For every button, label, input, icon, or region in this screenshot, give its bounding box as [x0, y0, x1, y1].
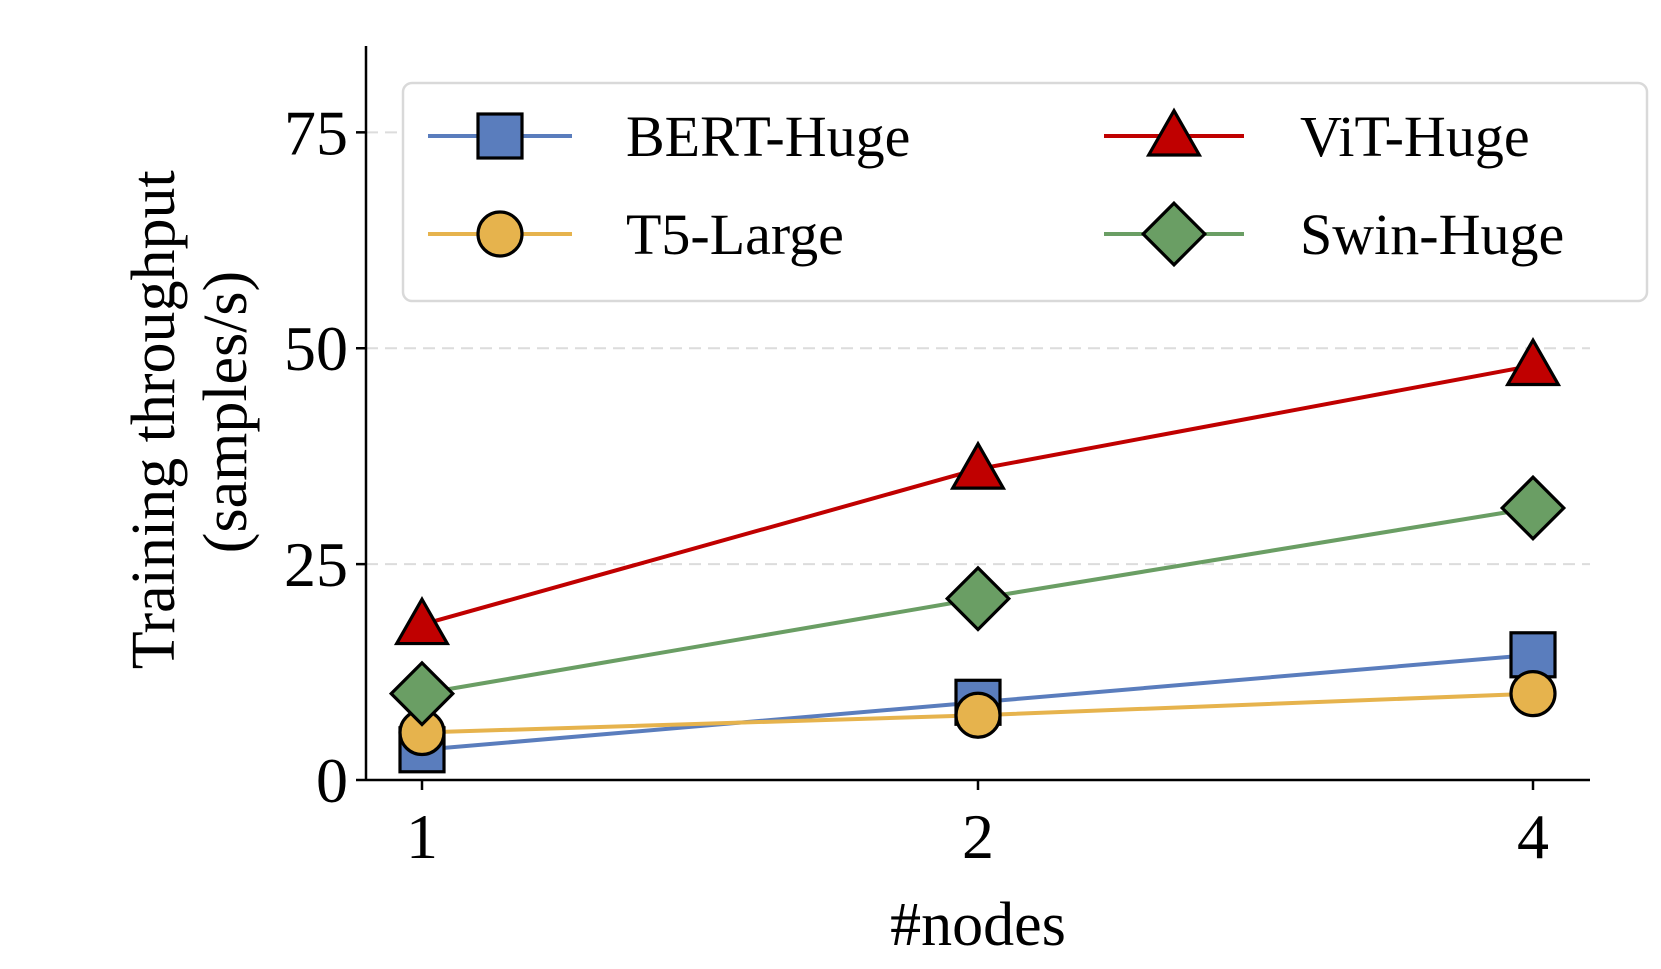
point-t5-large-4 [1509, 670, 1557, 718]
x-tick-label-1: 1 [406, 801, 438, 872]
y-axis-label: Training throughput (samples/s) [120, 155, 260, 669]
point-vit-huge-2 [949, 440, 1007, 490]
legend-marker-swin-huge [1140, 200, 1208, 268]
x-tick-label-4: 4 [1517, 801, 1549, 872]
legend-label-vit-huge: ViT-Huge [1300, 104, 1530, 169]
y-tick-label-50: 50 [284, 313, 348, 384]
legend-label-bert-huge: BERT-Huge [626, 104, 910, 169]
legend-frame [401, 81, 1649, 303]
point-bert-huge-4 [1509, 631, 1557, 679]
point-vit-huge-4 [1504, 336, 1562, 387]
y-axis-label-line-1: Training throughput [120, 170, 188, 669]
point-swin-huge-4 [1499, 474, 1567, 542]
y-tick-label-75: 75 [284, 97, 348, 168]
legend-marker-bert-huge [476, 112, 524, 160]
point-vit-huge-1 [393, 596, 451, 646]
series-markers [388, 336, 1567, 774]
y-axis-label-line-2: (samples/s) [192, 271, 260, 553]
legend-marker-t5-large [476, 210, 524, 258]
legend-label-t5-large: T5-Large [626, 202, 844, 267]
x-ticks: 1 2 4 [406, 780, 1549, 872]
y-tick-label-0: 0 [316, 745, 348, 816]
x-tick-label-2: 2 [962, 801, 994, 872]
point-swin-huge-1 [388, 660, 456, 727]
legend: BERT-Huge ViT-Huge T5-Large Swin-Huge [401, 81, 1649, 303]
legend-label-swin-huge: Swin-Huge [1300, 202, 1564, 267]
legend-marker-vit-huge [1145, 107, 1203, 157]
x-axis-label: #nodes [890, 891, 1066, 959]
y-tick-label-25: 25 [284, 529, 348, 600]
point-t5-large-2 [954, 691, 1002, 739]
y-ticks: 0 25 50 75 [284, 97, 366, 816]
point-swin-huge-2 [944, 565, 1012, 632]
